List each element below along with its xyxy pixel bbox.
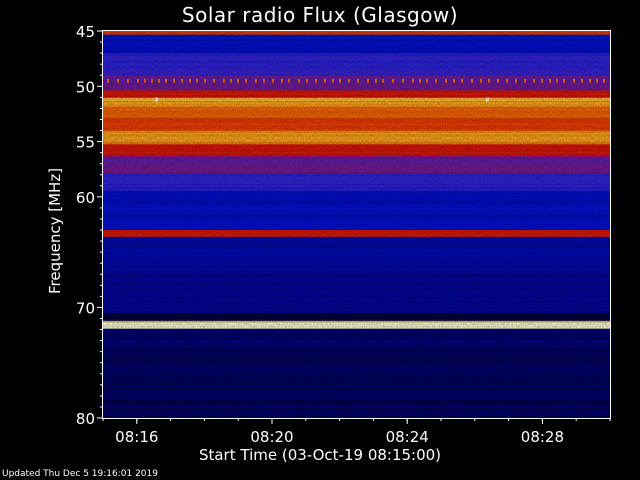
x-tick-label: 08:28 (521, 428, 564, 446)
x-tick-label: 08:24 (386, 428, 429, 446)
y-tick-label: 80 (76, 410, 95, 428)
y-axis: 45 50 55 60 70 80 (76, 23, 103, 428)
updated-timestamp: Updated Thu Dec 5 19:16:01 2019 (2, 469, 158, 479)
y-tick-label: 60 (76, 189, 95, 207)
y-tick-label: 70 (76, 299, 95, 317)
y-tick-label: 50 (76, 78, 95, 96)
x-axis-label: Start Time (03-Oct-19 08:15:00) (198, 446, 442, 464)
noise-overlay (103, 31, 610, 418)
y-tick-label: 45 (76, 23, 95, 41)
y-tick-label: 55 (76, 134, 95, 152)
y-axis-label: Frequency [MHz] (46, 167, 64, 294)
x-tick-label: 08:16 (115, 428, 158, 446)
chart-title: Solar radio Flux (Glasgow) (181, 3, 459, 27)
x-axis: 08:16 08:20 08:24 08:28 (102, 418, 611, 446)
x-tick-label: 08:20 (250, 428, 293, 446)
plot-frame (102, 30, 611, 419)
